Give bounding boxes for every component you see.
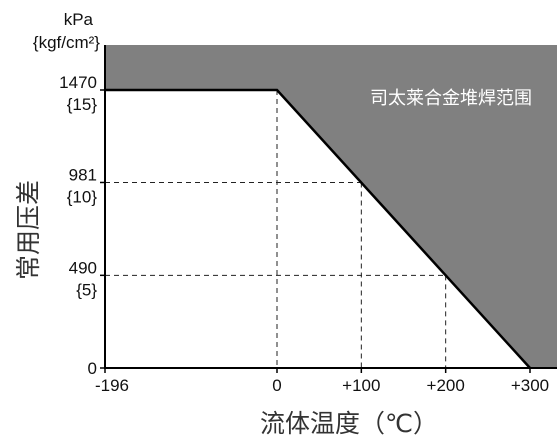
x-axis-title: 流体温度（℃）: [260, 409, 438, 438]
x-tick-label: +200: [427, 376, 465, 395]
y-tick-sublabel: {15}: [67, 95, 98, 114]
axes-layer: [104, 45, 557, 369]
x-tick-label: 0: [272, 376, 281, 395]
y-tick-label: 981: [69, 166, 97, 185]
y-tick-label: 1470: [59, 73, 97, 92]
x-tick-label: +300: [511, 376, 549, 395]
region-layer: [105, 45, 557, 368]
y-unit-label: kPa: [64, 10, 94, 29]
boundary-line: [105, 88, 531, 369]
overlay-region: [105, 45, 557, 368]
y-tick-sublabel: {5}: [76, 280, 97, 299]
y-tick-sublabel: {10}: [67, 188, 98, 207]
x-tick-label: -196: [95, 376, 129, 395]
y-tick-label: 490: [69, 258, 97, 277]
x-tick-label: +100: [342, 376, 380, 395]
y-axis-title: 常用压差: [14, 180, 43, 280]
boundary-layer: [105, 88, 531, 369]
y-unit-sublabel: {kgf/cm²}: [33, 33, 100, 52]
y-tick-label: 0: [88, 359, 97, 378]
region-label: 司太莱合金堆焊范围: [370, 88, 532, 109]
